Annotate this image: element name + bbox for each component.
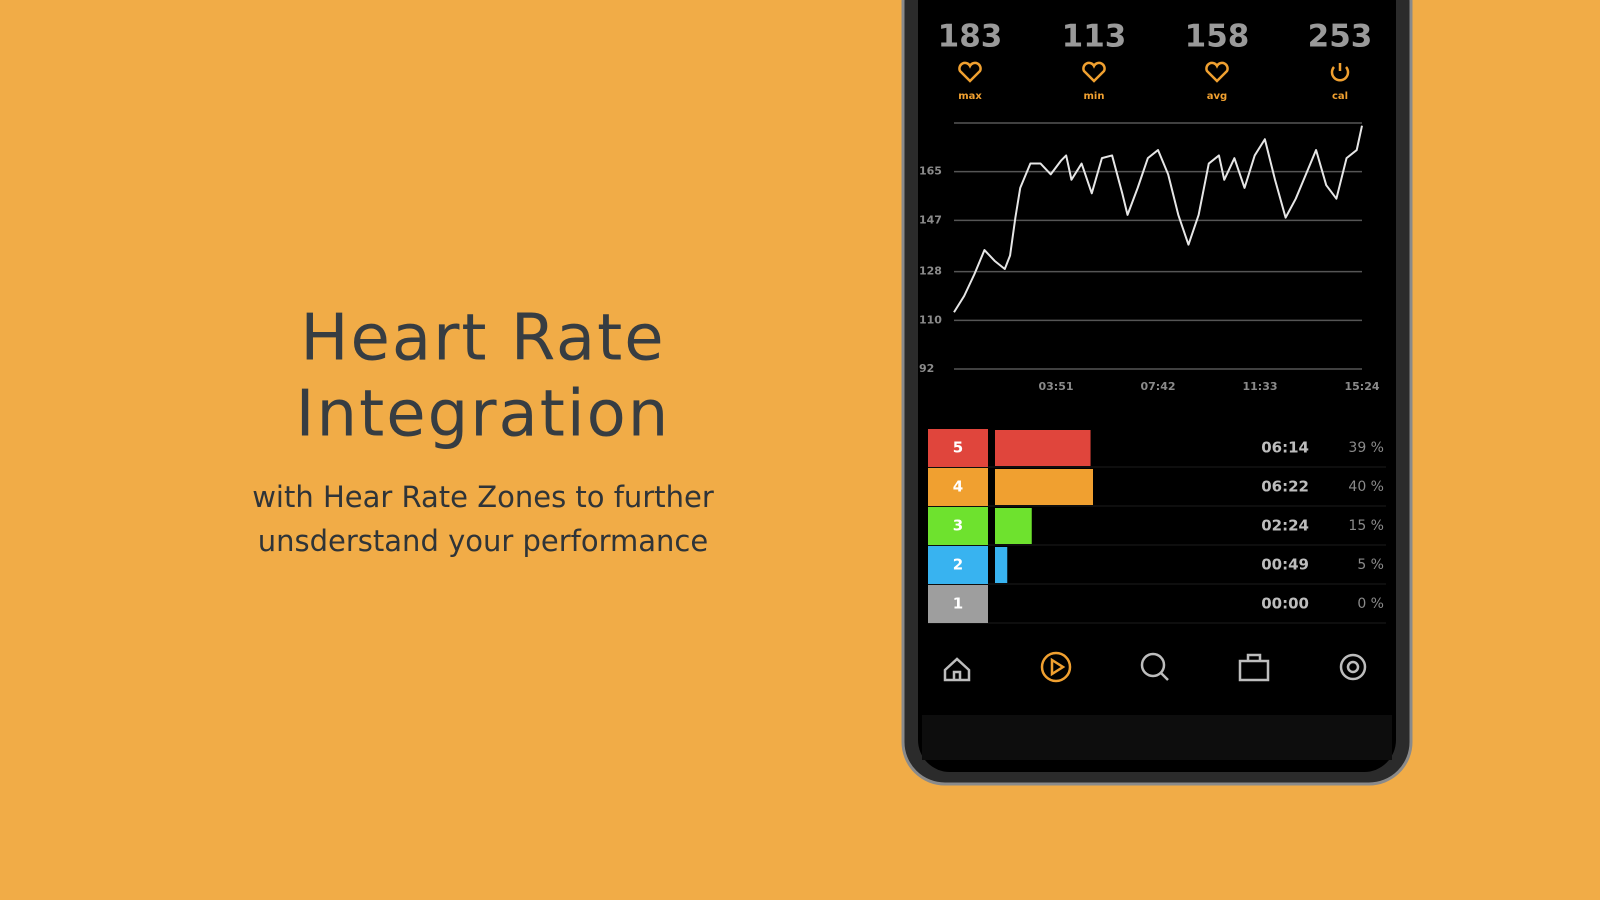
subheadline: unsderstand your performance — [258, 524, 708, 558]
headline: Heart Rate — [300, 302, 665, 376]
nav-settings[interactable] — [1339, 653, 1367, 681]
gesture-bar — [922, 715, 1392, 760]
zone-percent: 0 % — [1357, 596, 1384, 612]
zone-badge — [928, 507, 988, 545]
zone-percent: 5 % — [1357, 557, 1384, 573]
nav-search-handle — [1160, 672, 1169, 681]
zone-badge — [928, 546, 988, 584]
zone-label: 5 — [953, 439, 963, 457]
zone-bar — [995, 430, 1091, 466]
nav-play[interactable] — [1040, 651, 1072, 683]
stat-value: 253 — [1308, 19, 1373, 55]
stat-value: 183 — [938, 19, 1003, 55]
x-tick-label: 11:33 — [1242, 380, 1277, 393]
nav-bag[interactable] — [1238, 653, 1270, 682]
zone-bar — [995, 547, 1008, 583]
zone-time: 06:14 — [1261, 439, 1309, 457]
zone-label: 4 — [953, 478, 963, 496]
headline: Integration — [296, 378, 671, 452]
phone-screen — [918, 0, 1396, 772]
nav-home[interactable] — [943, 657, 971, 682]
x-tick-label: 07:42 — [1140, 380, 1175, 393]
heart-rate-line — [953, 125, 1363, 313]
nav-play-icon — [1050, 657, 1066, 677]
zone-percent: 15 % — [1348, 518, 1384, 534]
zone-label: 3 — [953, 517, 963, 535]
zone-bar — [995, 469, 1093, 505]
stat-value: 113 — [1062, 19, 1127, 55]
zone-percent: 39 % — [1348, 440, 1384, 456]
subheadline: with Hear Rate Zones to further — [252, 480, 714, 514]
nav-search[interactable] — [1140, 652, 1166, 678]
nav-bar — [943, 651, 1367, 683]
y-tick-label: 165 — [919, 165, 942, 178]
stat-icon — [1205, 61, 1229, 83]
stat-label: max — [958, 91, 982, 102]
zone-time: 02:24 — [1261, 517, 1309, 535]
zone-badge — [928, 585, 988, 623]
zone-label: 2 — [953, 556, 963, 574]
zone-badge — [928, 429, 988, 467]
zone-percent: 40 % — [1348, 479, 1384, 495]
stat-icon — [1082, 61, 1106, 83]
y-tick-label: 110 — [919, 313, 942, 326]
y-tick-label: 147 — [919, 213, 942, 226]
nav-settings-core — [1346, 660, 1360, 674]
stat-label: min — [1084, 91, 1105, 102]
zone-time: 06:22 — [1261, 478, 1309, 496]
stat-icon — [1330, 63, 1350, 82]
zone-time: 00:49 — [1261, 556, 1309, 574]
zone-time: 00:00 — [1261, 595, 1309, 613]
zone-bar — [995, 508, 1032, 544]
stat-icon — [958, 61, 982, 83]
y-tick-label: 128 — [919, 265, 942, 278]
zone-label: 1 — [953, 595, 963, 613]
stat-label: cal — [1332, 91, 1348, 102]
x-tick-label: 15:24 — [1344, 380, 1379, 393]
y-tick-label: 92 — [919, 362, 934, 375]
stat-value: 158 — [1185, 19, 1250, 55]
stat-label: avg — [1207, 91, 1227, 102]
x-tick-label: 03:51 — [1038, 380, 1073, 393]
zone-badge — [928, 468, 988, 506]
